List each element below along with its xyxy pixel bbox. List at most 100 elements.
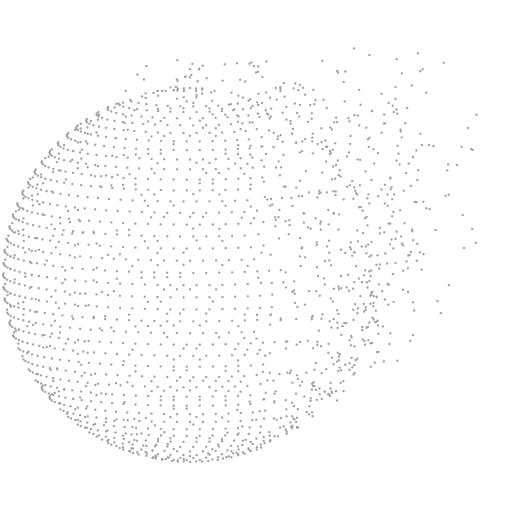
particle: [100, 290, 104, 294]
particle: [342, 380, 345, 383]
particle: [255, 209, 259, 212]
particle: [151, 116, 154, 119]
particle: [84, 280, 87, 283]
particle: [31, 198, 34, 201]
particle: [50, 332, 53, 335]
particle: [115, 277, 119, 280]
particle: [59, 145, 62, 148]
particle: [127, 270, 131, 273]
particle: [269, 253, 272, 256]
particle: [208, 110, 211, 113]
particle: [52, 167, 55, 171]
particle: [334, 116, 338, 119]
particle: [24, 195, 27, 198]
particle: [163, 134, 166, 138]
particle: [114, 165, 118, 169]
particle: [348, 184, 351, 187]
particle: [17, 317, 20, 321]
particle: [328, 259, 331, 262]
particle: [84, 304, 87, 307]
particle: [211, 113, 214, 116]
particle: [50, 295, 53, 298]
particle: [390, 238, 393, 241]
particle: [155, 104, 158, 107]
particle: [352, 287, 355, 290]
particle: [121, 434, 125, 437]
particle: [49, 385, 52, 388]
particle: [121, 120, 124, 124]
particle: [188, 389, 192, 392]
particle: [405, 106, 409, 110]
particle: [182, 440, 185, 443]
particle: [76, 161, 80, 164]
particle: [88, 431, 91, 434]
particle: [150, 135, 153, 138]
particle: [315, 290, 318, 293]
particle: [198, 223, 201, 226]
particle: [30, 273, 33, 276]
particle: [153, 123, 157, 126]
particle: [14, 329, 18, 332]
particle: [78, 255, 82, 258]
particle: [214, 259, 218, 262]
particle: [164, 457, 167, 461]
particle: [328, 149, 332, 153]
particle: [263, 195, 267, 199]
particle: [96, 118, 100, 121]
particle: [230, 450, 233, 453]
particle: [144, 439, 147, 442]
particle: [255, 418, 258, 421]
particle: [76, 167, 80, 170]
particle: [205, 271, 208, 275]
particle: [378, 226, 381, 230]
particle: [396, 359, 399, 362]
particle: [49, 335, 52, 338]
particle: [278, 174, 282, 177]
particle: [26, 209, 29, 213]
particle: [201, 259, 205, 262]
particle: [103, 269, 107, 272]
particle: [130, 114, 133, 117]
particle: [239, 419, 242, 423]
particle: [256, 352, 259, 355]
particle: [182, 89, 186, 93]
particle: [146, 364, 150, 368]
particle: [311, 347, 315, 350]
particle: [376, 195, 380, 198]
particle: [249, 449, 252, 453]
particle: [38, 225, 41, 228]
particle: [175, 450, 179, 453]
particle: [169, 107, 172, 110]
particle: [17, 338, 20, 342]
particle: [61, 265, 64, 269]
particle: [89, 400, 93, 403]
particle: [252, 330, 256, 333]
particle: [188, 215, 192, 218]
particle: [59, 222, 62, 225]
particle: [172, 324, 175, 327]
particle: [299, 340, 302, 344]
particle: [134, 370, 137, 373]
particle: [128, 440, 131, 444]
particle: [261, 176, 264, 179]
particle: [211, 343, 214, 346]
particle: [309, 397, 312, 400]
particle: [143, 307, 147, 310]
particle: [69, 138, 73, 141]
particle: [22, 197, 25, 200]
particle: [11, 221, 14, 225]
particle: [422, 253, 425, 256]
particle: [80, 157, 83, 160]
particle: [24, 251, 27, 254]
particle: [35, 262, 39, 265]
particle: [353, 371, 356, 375]
particle: [291, 415, 294, 418]
particle: [224, 113, 227, 116]
particle: [278, 372, 281, 376]
particle: [156, 131, 160, 134]
particle: [399, 128, 402, 131]
particle: [211, 404, 215, 407]
particle: [388, 243, 392, 246]
particle: [122, 105, 125, 108]
particle: [310, 117, 313, 120]
